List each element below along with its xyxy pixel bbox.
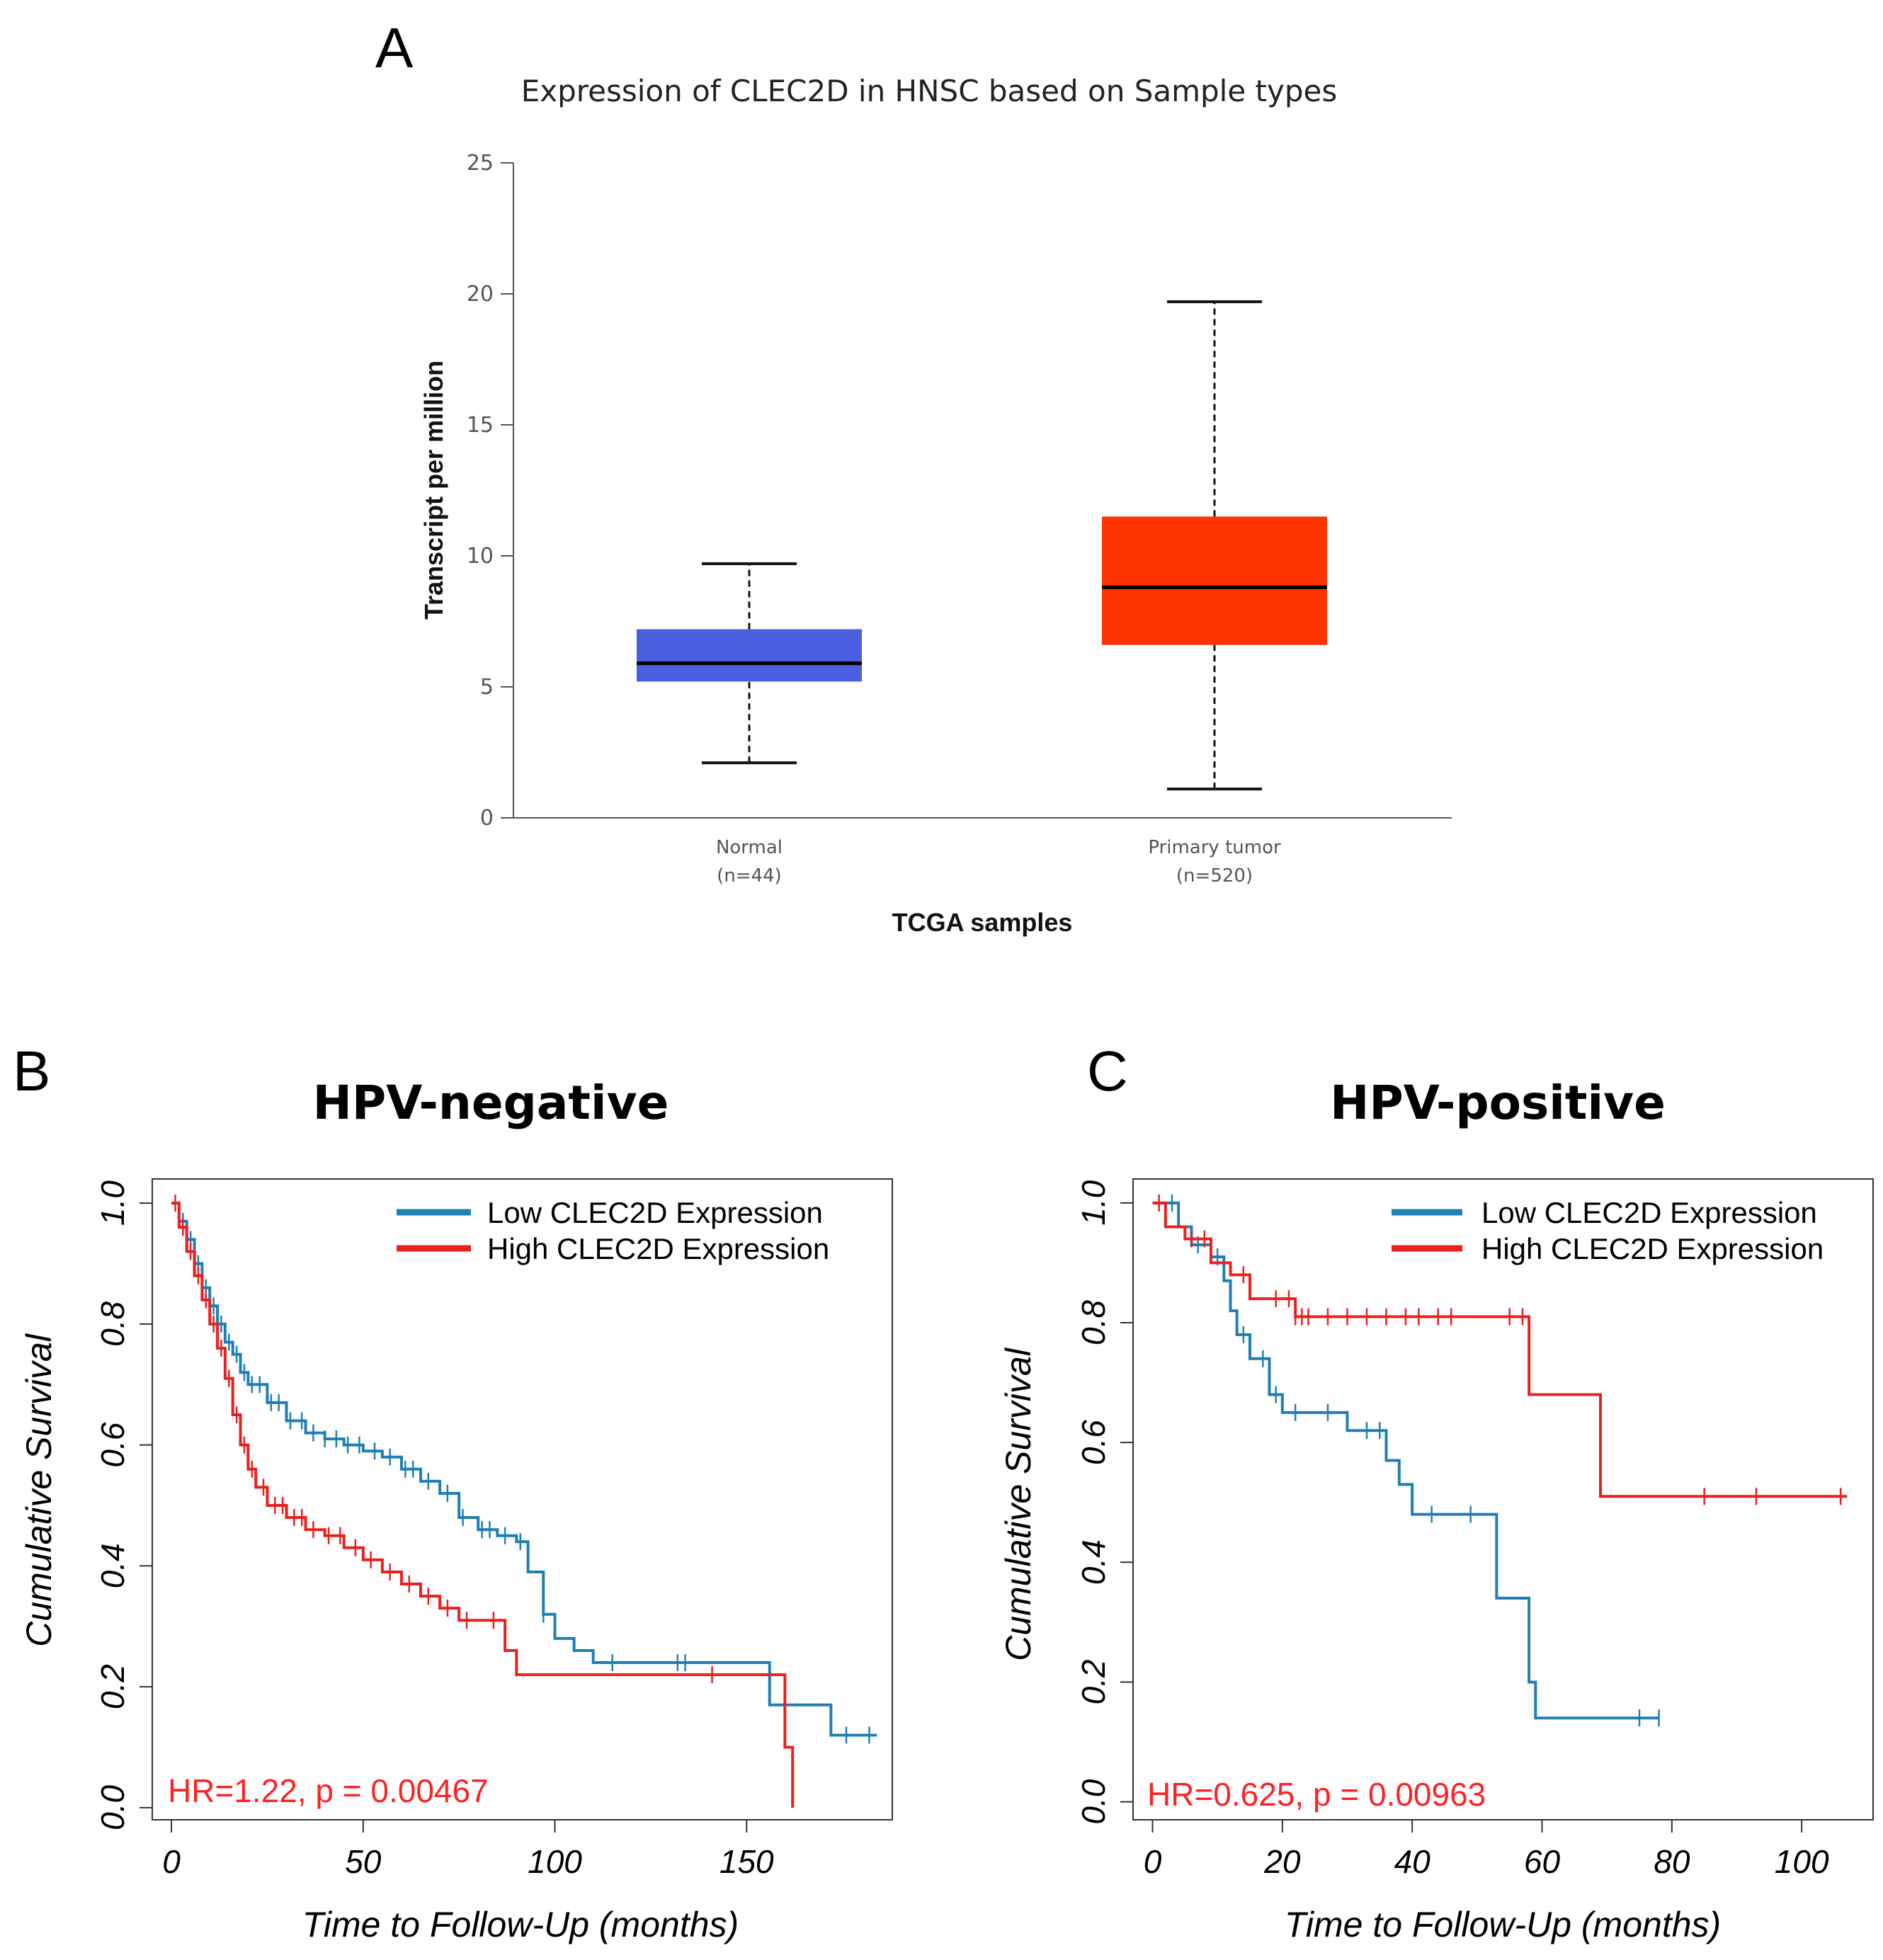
km-panel-hpv-negative: HPV-negative 0 50 100 150 0.0 0.2 0.4 0.6 0.8 1.0… — [19, 1076, 893, 1944]
box-y-tick-label-3: 15 — [467, 413, 494, 438]
category-n-tumor: (n=520) — [1176, 865, 1253, 887]
km-panel-hpv-positive: HPV-positive 0 20 40 60 80 100 0.0 0.2 0.4 0.6 0.8… — [999, 1076, 1874, 1944]
km-b-y-tick-label-1: 0.2 — [94, 1664, 131, 1709]
km-b-curve-1 — [171, 1202, 795, 1808]
km-b-y-tick-label-0: 0.0 — [94, 1785, 131, 1830]
km-c-y-tick-label-0: 0.0 — [1075, 1779, 1112, 1824]
km-b-y-tick-label-5: 1.0 — [94, 1180, 131, 1226]
km-c-y-tick-label-2: 0.4 — [1075, 1539, 1112, 1585]
category-label-normal: Normal — [716, 837, 783, 858]
panel-letter-a: A — [375, 16, 414, 79]
box-iqr-0 — [637, 629, 862, 682]
panel-letter-b: B — [13, 1039, 50, 1102]
km-c-legend-high: High CLEC2D Expression — [1481, 1232, 1824, 1265]
km-c-plot-frame — [1132, 1178, 1874, 1821]
box-y-tick-label-4: 20 — [467, 282, 494, 307]
box-iqr-1 — [1102, 516, 1327, 645]
km-b-y-tick-label-4: 0.8 — [94, 1301, 131, 1347]
km-b-x-axis-label: Time to Follow-Up (months) — [302, 1905, 739, 1944]
km-b-plot-frame — [152, 1178, 893, 1821]
km-b-y-axis-label: Cumulative Survival — [19, 1333, 59, 1647]
box-y-tick-label-0: 0 — [480, 806, 494, 831]
km-c-curve-1 — [1152, 1201, 1848, 1498]
category-n-normal: (n=44) — [717, 865, 782, 887]
km-c-y-tick-label-5: 1.0 — [1075, 1180, 1112, 1225]
km-c-x-tick-label-0: 0 — [1144, 1843, 1162, 1880]
box-y-axis-label: Transcript per million — [419, 360, 448, 620]
km-c-y-axis-label: Cumulative Survival — [999, 1347, 1038, 1661]
km-b-y-tick-label-3: 0.6 — [94, 1422, 131, 1467]
km-c-x-tick-label-4: 80 — [1654, 1843, 1690, 1880]
km-c-legend-low: Low CLEC2D Expression — [1481, 1196, 1817, 1229]
box-plot-title: Expression of CLEC2D in HNSC based on Sa… — [521, 74, 1337, 108]
box-x-axis-label: TCGA samples — [892, 908, 1073, 937]
km-b-hr-annotation: HR=1.22, p = 0.00467 — [168, 1772, 489, 1809]
km-b-legend-high: High CLEC2D Expression — [487, 1232, 829, 1265]
panel-letter-c: C — [1087, 1039, 1128, 1102]
box-y-tick-label-2: 10 — [467, 544, 494, 569]
km-c-x-tick-label-2: 40 — [1394, 1843, 1431, 1880]
km-c-curve-0 — [1152, 1201, 1659, 1720]
km-b-legend-low: Low CLEC2D Expression — [487, 1196, 823, 1229]
km-b-x-tick-label-1: 50 — [345, 1843, 382, 1880]
km-c-y-tick-label-1: 0.2 — [1075, 1659, 1112, 1704]
km-b-y-tick-label-2: 0.4 — [94, 1543, 131, 1588]
box-y-tick-label-1: 5 — [480, 675, 494, 700]
km-c-x-tick-label-5: 100 — [1775, 1843, 1829, 1880]
km-c-y-tick-label-3: 0.6 — [1075, 1420, 1112, 1465]
category-label-tumor: Primary tumor — [1148, 837, 1281, 858]
km-b-x-tick-label-3: 150 — [719, 1843, 774, 1880]
km-c-y-tick-label-4: 0.8 — [1075, 1300, 1112, 1345]
box-plot-panel: Expression of CLEC2D in HNSC based on Sa… — [419, 74, 1452, 937]
km-c-x-tick-label-3: 60 — [1524, 1843, 1561, 1880]
km-c-x-axis-label: Time to Follow-Up (months) — [1285, 1905, 1721, 1944]
km-b-title: HPV-negative — [313, 1076, 669, 1130]
km-c-hr-annotation: HR=0.625, p = 0.00963 — [1147, 1776, 1486, 1813]
km-b-x-tick-label-0: 0 — [162, 1843, 181, 1880]
km-b-curve-0 — [171, 1202, 877, 1737]
km-b-x-tick-label-2: 100 — [528, 1843, 582, 1880]
km-c-title: HPV-positive — [1330, 1076, 1666, 1130]
km-c-x-tick-label-1: 20 — [1263, 1843, 1301, 1880]
box-y-tick-label-5: 25 — [467, 151, 494, 176]
